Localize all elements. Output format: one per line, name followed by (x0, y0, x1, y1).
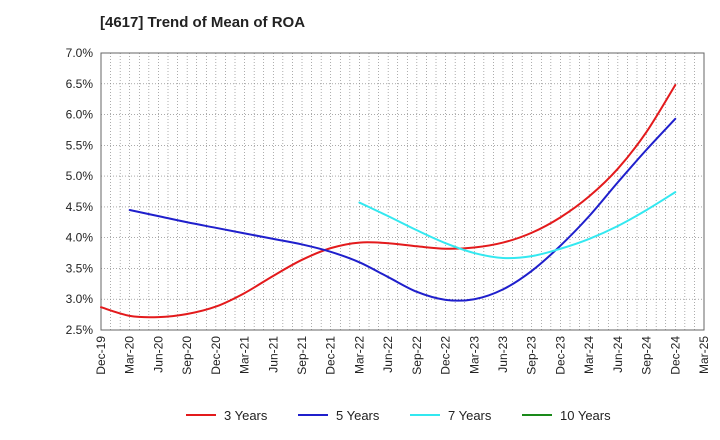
y-tick-label: 5.0% (66, 169, 94, 183)
x-tick-label: Jun-21 (266, 336, 280, 373)
x-tick-label: Jun-22 (381, 336, 395, 373)
y-tick-label: 7.0% (66, 46, 94, 60)
x-tick-label: Jun-24 (611, 336, 625, 373)
chart-title: [4617] Trend of Mean of ROA (100, 14, 306, 31)
x-tick-label: Sep-24 (640, 336, 654, 375)
x-tick-label: Dec-23 (553, 336, 567, 375)
plot-frame (100, 52, 705, 331)
x-tick-label: Mar-24 (582, 336, 596, 374)
x-axis: Dec-19 Mar-20 Jun-20 Sep-20 Dec-20 Mar-21 Jun-… (94, 336, 711, 375)
series-line-2 (128, 117, 677, 302)
legend-label: 3 Years (224, 408, 268, 423)
y-axis: 7.0% 6.5% 6.0% 5.5% 5.0% 4.5% 4.0% 3.5% 3.0% 2.5% (66, 46, 94, 337)
x-tick-label: Mar-23 (467, 336, 481, 374)
x-tick-label: Mar-21 (238, 336, 252, 374)
y-tick-label: 3.0% (66, 292, 94, 306)
x-tick-label: Jun-23 (496, 336, 510, 373)
x-tick-label: Jun-20 (151, 336, 165, 373)
x-tick-label: Dec-21 (324, 336, 338, 375)
x-tick-label: Dec-24 (668, 336, 682, 375)
x-tick-label: Mar-22 (352, 336, 366, 374)
grid-layer (101, 52, 704, 331)
y-tick-label: 4.0% (66, 231, 94, 245)
y-tick-label: 5.5% (66, 138, 94, 152)
x-tick-label: Dec-19 (94, 336, 108, 375)
x-tick-label: Sep-22 (410, 336, 424, 375)
series-layer (100, 84, 677, 319)
x-tick-label: Mar-20 (123, 336, 137, 374)
legend-label: 5 Years (336, 408, 380, 423)
legend-label: 7 Years (448, 408, 492, 423)
legend: 3 Years 5 Years 7 Years 10 Years (186, 408, 611, 423)
legend-label: 10 Years (560, 408, 611, 423)
x-tick-label: Dec-20 (209, 336, 223, 375)
y-tick-label: 3.5% (66, 261, 94, 275)
y-tick-label: 6.5% (66, 77, 94, 91)
x-tick-label: Sep-21 (295, 336, 309, 375)
series-line-3 (358, 191, 677, 260)
y-tick-label: 6.0% (66, 108, 94, 122)
x-tick-label: Sep-23 (525, 336, 539, 375)
x-tick-label: Sep-20 (180, 336, 194, 375)
y-tick-label: 4.5% (66, 200, 94, 214)
y-tick-label: 2.5% (66, 323, 94, 337)
x-tick-label: Mar-25 (697, 336, 711, 374)
series-line-1 (100, 84, 677, 319)
x-tick-label: Dec-22 (439, 336, 453, 375)
